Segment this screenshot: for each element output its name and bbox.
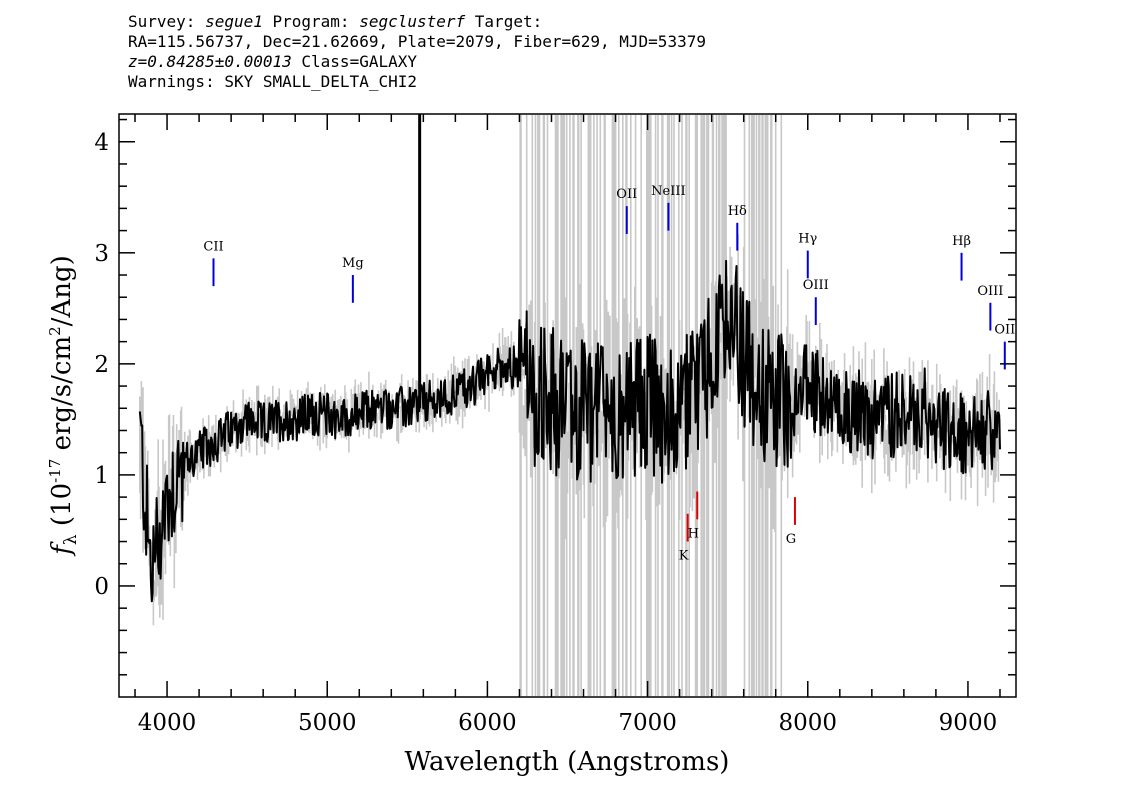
header-coordinates-line: RA=115.56737, Dec=21.62669, Plate=2079, … <box>128 32 706 51</box>
survey-label: Survey: <box>128 12 206 31</box>
axis-ticks <box>119 114 1016 697</box>
x-tick-label: 5000 <box>298 710 357 736</box>
emission-line-label: OII <box>616 187 637 202</box>
header-survey-line: Survey: segue1 Program: segclusterf Targ… <box>128 12 706 32</box>
y-tick-label: 4 <box>94 130 109 156</box>
emission-line-label: CII <box>203 239 223 254</box>
x-tick-label: 4000 <box>138 710 197 736</box>
header-warnings-line: Warnings: SKY SMALL_DELTA_CHI2 <box>128 72 417 91</box>
emission-line-label: Hβ <box>952 234 971 249</box>
class-text: Class=GALAXY <box>291 52 417 71</box>
y-axis-part-c: /Ang) <box>47 255 77 326</box>
program-value: segclusterf <box>359 12 466 31</box>
y-tick-label: 0 <box>94 574 109 600</box>
x-tick-label: 7000 <box>618 710 677 736</box>
y-axis-part-a: (10 <box>47 483 77 535</box>
y-axis-part-b: erg/s/cm <box>47 336 77 459</box>
survey-value: segue1 <box>205 12 263 31</box>
y-axis-exp1: -17 <box>46 459 64 483</box>
spectrum-header: Survey: segue1 Program: segclusterf Targ… <box>128 12 706 92</box>
absorption-line-label: K <box>679 549 689 564</box>
emission-line-label: OIII <box>803 278 829 293</box>
x-tick-label: 9000 <box>939 710 998 736</box>
emission-line-label: OII <box>994 323 1015 338</box>
emission-line-label: Mg <box>342 256 364 271</box>
emission-line-label: Hδ <box>728 204 747 219</box>
y-axis-exp2: 2 <box>46 326 64 336</box>
flux-line <box>138 259 1001 603</box>
plot-frame <box>118 113 1017 698</box>
y-tick-label: 3 <box>94 241 109 267</box>
flux-series <box>138 259 1001 603</box>
y-tick-label: 2 <box>94 352 109 378</box>
axis-tick-labels: 4000 5000 6000 7000 8000 9000 0 1 2 3 4 <box>94 130 997 736</box>
y-axis-lambda: λ <box>61 534 81 545</box>
emission-line-label: NeIII <box>651 184 685 199</box>
spectral-line-markers: CII Mg OII NeIII Hδ Hγ OIII Hβ OIII OII KH G <box>203 184 1015 564</box>
emission-line-label: OIII <box>977 284 1003 299</box>
absorption-line-label: H <box>688 526 699 541</box>
emission-line-label: Hγ <box>798 232 817 247</box>
x-axis-title: Wavelength (Angstroms) <box>405 747 730 777</box>
target-label: Target: <box>465 12 543 31</box>
program-label: Program: <box>262 12 360 31</box>
header-redshift-line: z=0.84285±0.00013 Class=GALAXY <box>128 52 706 72</box>
y-axis-title: fλ (10-17 erg/s/cm2/Ang) <box>46 255 81 557</box>
redshift-value: z=0.84285±0.00013 <box>128 52 292 71</box>
x-tick-label: 8000 <box>778 710 837 736</box>
absorption-line-label: G <box>786 532 796 547</box>
y-tick-label: 1 <box>94 463 109 489</box>
x-tick-label: 6000 <box>458 710 517 736</box>
